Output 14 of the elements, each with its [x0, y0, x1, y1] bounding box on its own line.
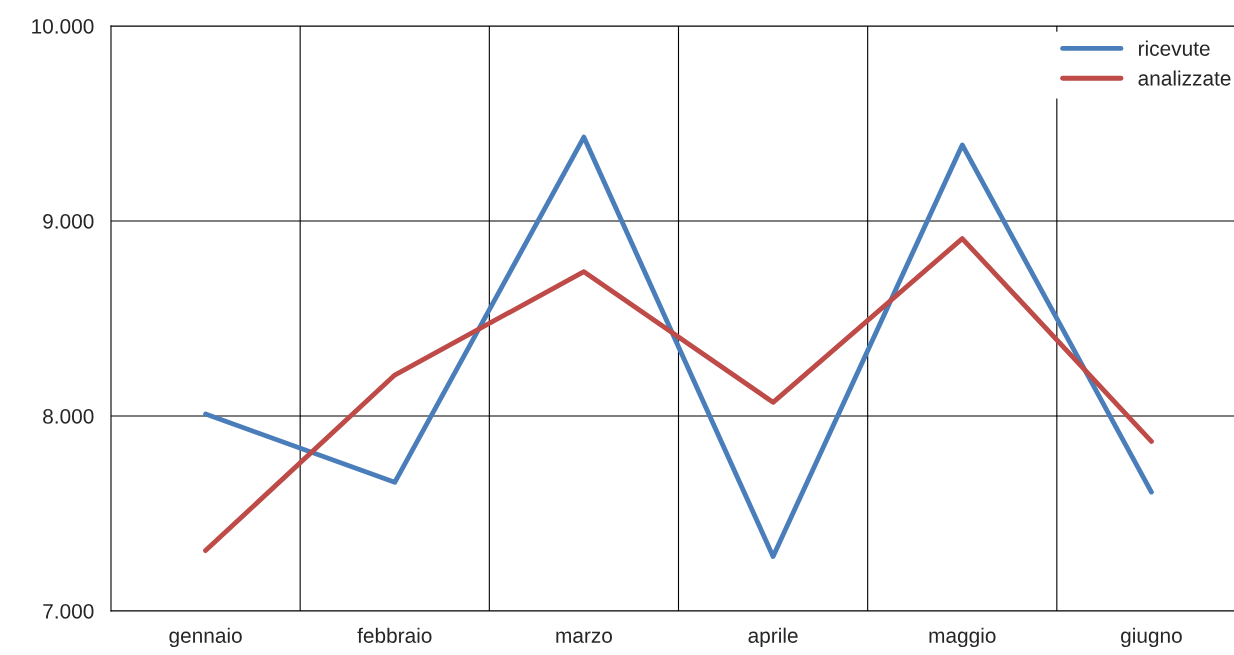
legend-label: ricevute [1138, 40, 1210, 56]
x-tick-label: febbraio [357, 627, 432, 643]
line-series [203, 134, 1154, 559]
y-tick-label: 7.000 [43, 604, 94, 619]
y-tick-label: 8.000 [43, 409, 94, 424]
x-tick-label: gennaio [169, 627, 242, 648]
x-tick-label: giugno [1121, 627, 1182, 648]
line-series [203, 236, 1154, 553]
x-tick-label: maggio [929, 627, 996, 648]
y-tick-label: 9.000 [43, 214, 94, 229]
x-tick-label: aprile [748, 627, 798, 648]
y-tick-label: 10.000 [32, 19, 94, 34]
x-tick-label: marzo [556, 631, 612, 643]
legend-label: analizzate [1138, 70, 1231, 86]
